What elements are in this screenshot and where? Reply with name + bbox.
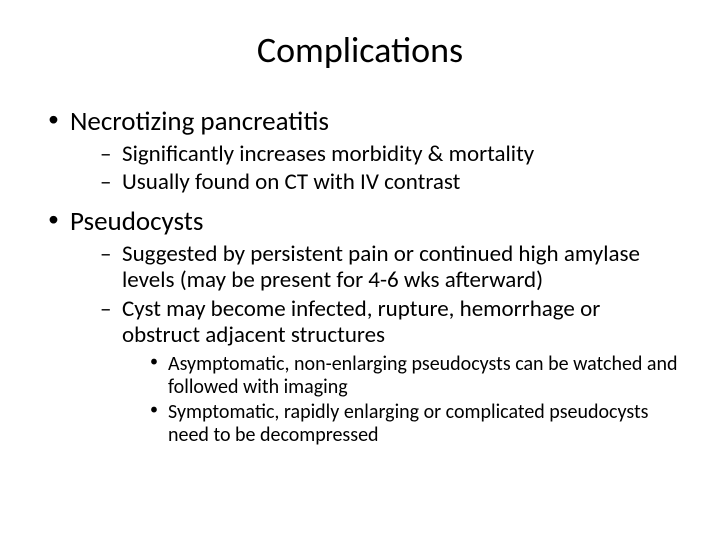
bullet-list-lvl1: Necrotizing pancreatitis Significantly i… — [40, 106, 680, 447]
bullet-text: Pseudocysts — [70, 205, 203, 238]
bullet-text: Necrotizing pancreatitis — [70, 105, 329, 138]
bullet-list-lvl3: Asymptomatic, non-enlarging pseudocysts … — [122, 353, 680, 447]
slide-title: Complications — [40, 28, 680, 72]
bullet-text: Asymptomatic, non-enlarging pseudocysts … — [168, 352, 678, 399]
bullet-list-lvl2: Significantly increases morbidity & mort… — [70, 141, 680, 196]
list-item: Pseudocysts Suggested by persistent pain… — [48, 206, 680, 447]
list-item: Asymptomatic, non-enlarging pseudocysts … — [150, 353, 680, 399]
bullet-text: Significantly increases morbidity & mort… — [122, 140, 534, 168]
bullet-text: Cyst may become infected, rupture, hemor… — [122, 295, 600, 349]
slide: Complications Necrotizing pancreatitis S… — [0, 0, 720, 540]
bullet-list-lvl2: Suggested by persistent pain or continue… — [70, 241, 680, 447]
list-item: Symptomatic, rapidly enlarging or compli… — [150, 401, 680, 447]
bullet-text: Symptomatic, rapidly enlarging or compli… — [168, 400, 649, 447]
list-item: Significantly increases morbidity & mort… — [100, 141, 680, 167]
list-item: Cyst may become infected, rupture, hemor… — [100, 296, 680, 447]
list-item: Necrotizing pancreatitis Significantly i… — [48, 106, 680, 196]
bullet-text: Suggested by persistent pain or continue… — [122, 240, 640, 294]
bullet-text: Usually found on CT with IV contrast — [122, 168, 460, 196]
list-item: Usually found on CT with IV contrast — [100, 169, 680, 195]
list-item: Suggested by persistent pain or continue… — [100, 241, 680, 294]
